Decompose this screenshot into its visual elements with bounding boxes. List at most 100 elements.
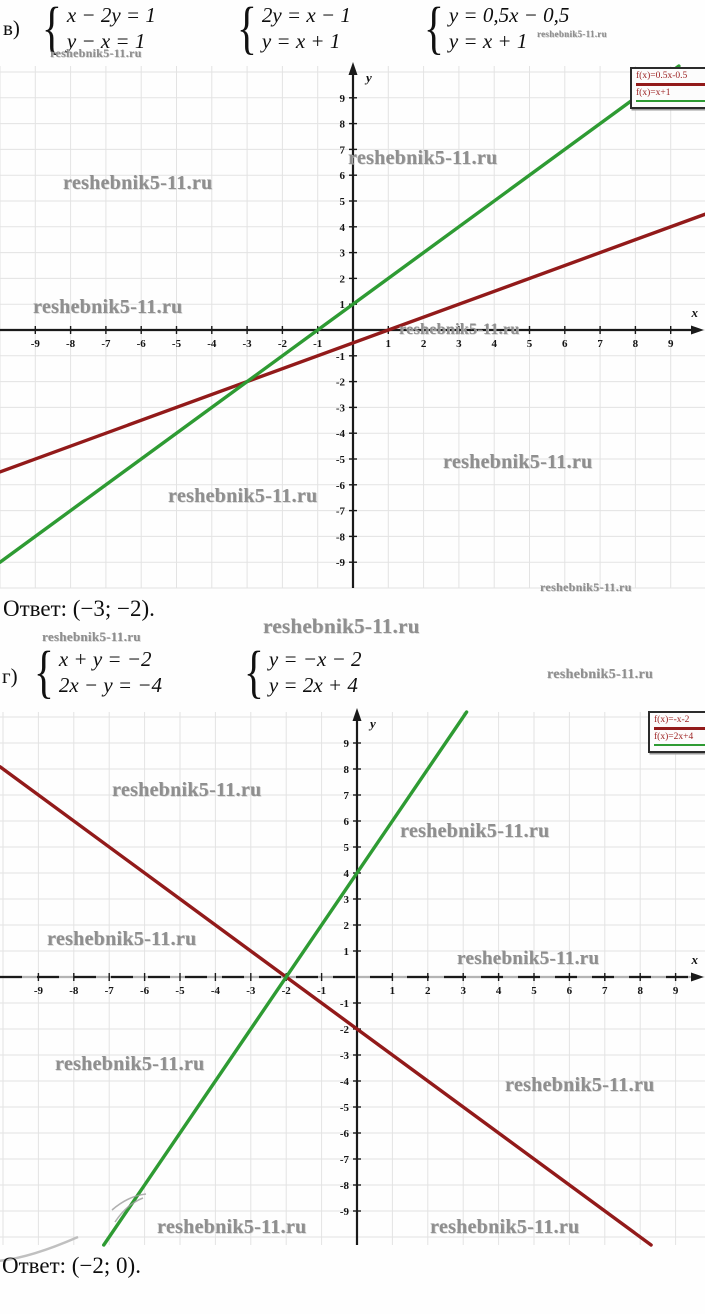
legend-line-swatch bbox=[654, 727, 705, 730]
brace: { bbox=[243, 639, 264, 704]
svg-text:-3: -3 bbox=[246, 985, 256, 997]
svg-text:3: 3 bbox=[456, 338, 462, 350]
svg-text:9: 9 bbox=[344, 738, 350, 750]
chart2-legend: f(x)=-x-2 f(x)=2x+4 bbox=[648, 711, 705, 753]
watermark: reshebnik5-11.ru bbox=[47, 928, 197, 950]
watermark: reshebnik5-11.ru bbox=[42, 629, 141, 644]
svg-text:-2: -2 bbox=[340, 1024, 350, 1036]
svg-text:-3: -3 bbox=[243, 338, 253, 350]
legend-line-swatch bbox=[636, 99, 705, 102]
svg-text:4: 4 bbox=[344, 868, 350, 880]
system-g-original: { x + y = −2 2x − y = −4 bbox=[30, 639, 162, 704]
svg-text:5: 5 bbox=[344, 842, 350, 854]
svg-text:-1: -1 bbox=[340, 998, 349, 1010]
svg-text:x: x bbox=[691, 952, 699, 967]
watermark: reshebnik5-11.ru bbox=[112, 779, 262, 801]
svg-text:7: 7 bbox=[597, 338, 603, 350]
svg-text:-5: -5 bbox=[172, 338, 182, 350]
chart-canvas: -9 -8 -7 -6 -5 -4 -3 -2 -1 1 2 3 4 5 6 7 8 9 -9 -8 -7 -6 -5 -4 -… bbox=[0, 708, 705, 1263]
equation: y = 2x + 4 bbox=[268, 673, 358, 697]
svg-text:2: 2 bbox=[340, 273, 346, 285]
svg-text:y: y bbox=[368, 716, 376, 731]
svg-text:1: 1 bbox=[340, 299, 346, 311]
svg-text:-8: -8 bbox=[336, 531, 346, 543]
chart-canvas: -9 -8 -7 -6 -5 -4 -3 -2 -1 1 2 3 4 5 6 7 8 9 -9 -8 -7 -6 -5 -4 -… bbox=[0, 62, 705, 589]
equation: x − 2y = 1 bbox=[66, 3, 156, 27]
watermark: reshebnik5-11.ru bbox=[537, 29, 607, 39]
svg-text:-4: -4 bbox=[211, 985, 221, 997]
svg-text:1: 1 bbox=[344, 946, 350, 958]
watermark: reshebnik5-11.ru bbox=[443, 451, 593, 473]
svg-text:-1: -1 bbox=[317, 985, 326, 997]
system-v-step1: { 2y = x − 1 y = x + 1 bbox=[233, 0, 351, 57]
svg-text:7: 7 bbox=[602, 985, 608, 997]
svg-text:2: 2 bbox=[421, 338, 427, 350]
svg-text:1: 1 bbox=[390, 985, 396, 997]
svg-text:-1: -1 bbox=[336, 351, 345, 363]
watermark: reshebnik5-11.ru bbox=[400, 820, 550, 842]
svg-text:-9: -9 bbox=[34, 985, 44, 997]
svg-text:1: 1 bbox=[386, 338, 392, 350]
equation: y − x = 1 bbox=[66, 29, 146, 53]
watermark: reshebnik5-11.ru bbox=[399, 321, 520, 338]
svg-text:x: x bbox=[691, 305, 699, 320]
watermark: reshebnik5-11.ru bbox=[457, 948, 600, 969]
equation: y = 0,5x − 0,5 bbox=[448, 3, 570, 27]
svg-text:-8: -8 bbox=[69, 985, 79, 997]
svg-text:y: y bbox=[364, 70, 372, 85]
chart1-legend: f(x)=0.5x-0.5 f(x)=x+1 bbox=[630, 67, 705, 109]
svg-text:-5: -5 bbox=[336, 454, 346, 466]
svg-text:-3: -3 bbox=[336, 402, 346, 414]
watermark: reshebnik5-11.ru bbox=[50, 46, 142, 60]
svg-text:-1: -1 bbox=[313, 338, 322, 350]
system-v-step2: { y = 0,5x − 0,5 y = x + 1 bbox=[420, 0, 570, 57]
svg-text:-2: -2 bbox=[336, 377, 346, 389]
svg-text:-7: -7 bbox=[336, 506, 346, 518]
svg-text:3: 3 bbox=[344, 894, 350, 906]
brace: { bbox=[33, 639, 54, 704]
svg-text:6: 6 bbox=[340, 170, 346, 182]
watermark: reshebnik5-11.ru bbox=[348, 147, 498, 169]
svg-text:-5: -5 bbox=[175, 985, 185, 997]
svg-text:-9: -9 bbox=[340, 1206, 350, 1218]
svg-text:5: 5 bbox=[527, 338, 533, 350]
watermark: reshebnik5-11.ru bbox=[540, 580, 632, 594]
watermark: reshebnik5-11.ru bbox=[168, 485, 318, 507]
answer-v: Ответ: (−3; −2). bbox=[3, 596, 155, 621]
svg-text:-9: -9 bbox=[31, 338, 41, 350]
svg-text:-7: -7 bbox=[105, 985, 115, 997]
svg-text:-4: -4 bbox=[336, 428, 346, 440]
svg-text:6: 6 bbox=[562, 338, 568, 350]
svg-text:2: 2 bbox=[344, 920, 350, 932]
svg-text:-9: -9 bbox=[336, 557, 346, 569]
svg-text:3: 3 bbox=[340, 248, 346, 260]
legend-label: f(x)=0.5x-0.5 bbox=[636, 71, 688, 81]
equation: y = x + 1 bbox=[448, 29, 528, 53]
svg-text:8: 8 bbox=[344, 764, 350, 776]
legend-label: f(x)=2x+4 bbox=[654, 731, 694, 742]
svg-text:-2: -2 bbox=[282, 985, 292, 997]
svg-text:-6: -6 bbox=[340, 1128, 350, 1140]
svg-text:2: 2 bbox=[425, 985, 431, 997]
graph-system-g: -9 -8 -7 -6 -5 -4 -3 -2 -1 1 2 3 4 5 6 7 8 9 -9 -8 -7 -6 -5 -4 -… bbox=[0, 705, 705, 1263]
svg-text:-3: -3 bbox=[340, 1050, 350, 1062]
svg-text:4: 4 bbox=[491, 338, 497, 350]
equation: y = x + 1 bbox=[261, 29, 341, 53]
equation: y = −x − 2 bbox=[268, 647, 362, 671]
svg-text:-7: -7 bbox=[340, 1154, 350, 1166]
watermark: reshebnik5-11.ru bbox=[263, 614, 420, 638]
svg-text:5: 5 bbox=[340, 196, 346, 208]
svg-text:8: 8 bbox=[340, 119, 346, 131]
svg-text:6: 6 bbox=[344, 816, 350, 828]
equation: 2x − y = −4 bbox=[58, 673, 162, 697]
svg-text:-4: -4 bbox=[207, 338, 217, 350]
equation: 2y = x − 1 bbox=[261, 3, 351, 27]
svg-text:8: 8 bbox=[633, 338, 639, 350]
watermark: reshebnik5-11.ru bbox=[55, 1053, 205, 1075]
watermark: reshebnik5-11.ru bbox=[547, 667, 654, 682]
legend-label: f(x)=-x-2 bbox=[654, 715, 690, 725]
svg-text:3: 3 bbox=[460, 985, 466, 997]
svg-text:9: 9 bbox=[673, 985, 679, 997]
svg-text:6: 6 bbox=[567, 985, 573, 997]
